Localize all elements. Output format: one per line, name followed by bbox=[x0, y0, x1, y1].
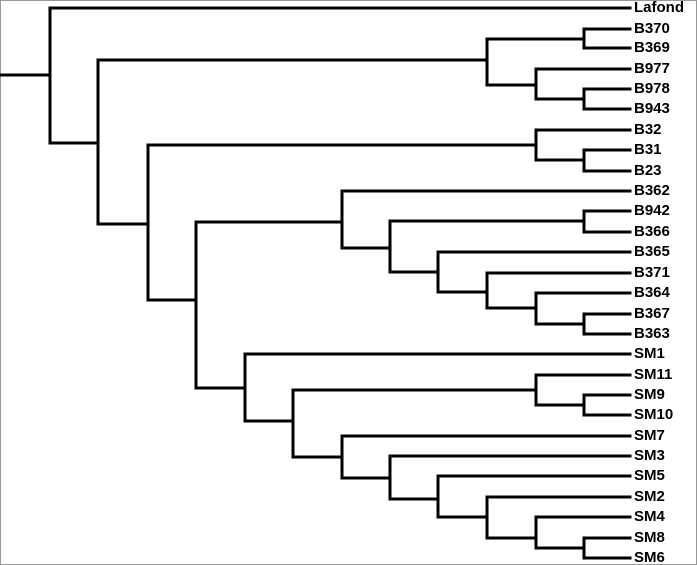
leaf-label: B364 bbox=[634, 284, 671, 301]
tree-branches bbox=[0, 6, 586, 560]
leaf-label: SM4 bbox=[634, 508, 666, 525]
leaf-label: SM3 bbox=[634, 447, 665, 464]
leaf-label: SM2 bbox=[634, 488, 665, 505]
leaf-label: SM1 bbox=[634, 345, 665, 362]
leaf-label: SM6 bbox=[634, 549, 665, 565]
leaf-label: B367 bbox=[634, 305, 670, 322]
leaf-label: B365 bbox=[634, 243, 670, 260]
leaf-label: SM10 bbox=[634, 406, 673, 423]
leaf-label: B371 bbox=[634, 264, 670, 281]
leaf-label: B977 bbox=[634, 60, 670, 77]
leaves: Lafond B370 B369 B977 B978 B943 B32 B31 B23 B362 B… bbox=[48, 0, 684, 565]
leaf-label: B942 bbox=[634, 202, 670, 219]
leaf-label: B23 bbox=[634, 162, 662, 179]
leaf-label: SM9 bbox=[634, 386, 665, 403]
leaf-label: SM11 bbox=[634, 366, 672, 383]
leaf-label: B362 bbox=[634, 182, 670, 199]
leaf-label: B366 bbox=[634, 223, 670, 240]
leaf-label: B978 bbox=[634, 80, 670, 97]
leaf-label: SM8 bbox=[634, 529, 665, 546]
leaf-label: B370 bbox=[634, 20, 670, 37]
leaf-label: B369 bbox=[634, 39, 670, 56]
leaf-label: Lafond bbox=[634, 0, 684, 16]
leaf-label: SM5 bbox=[634, 467, 665, 484]
leaf-label: B32 bbox=[634, 121, 662, 138]
leaf-label: B363 bbox=[634, 325, 670, 342]
leaf-label: B31 bbox=[634, 141, 662, 158]
leaf-label: B943 bbox=[634, 100, 670, 117]
leaf-label: SM7 bbox=[634, 427, 665, 444]
